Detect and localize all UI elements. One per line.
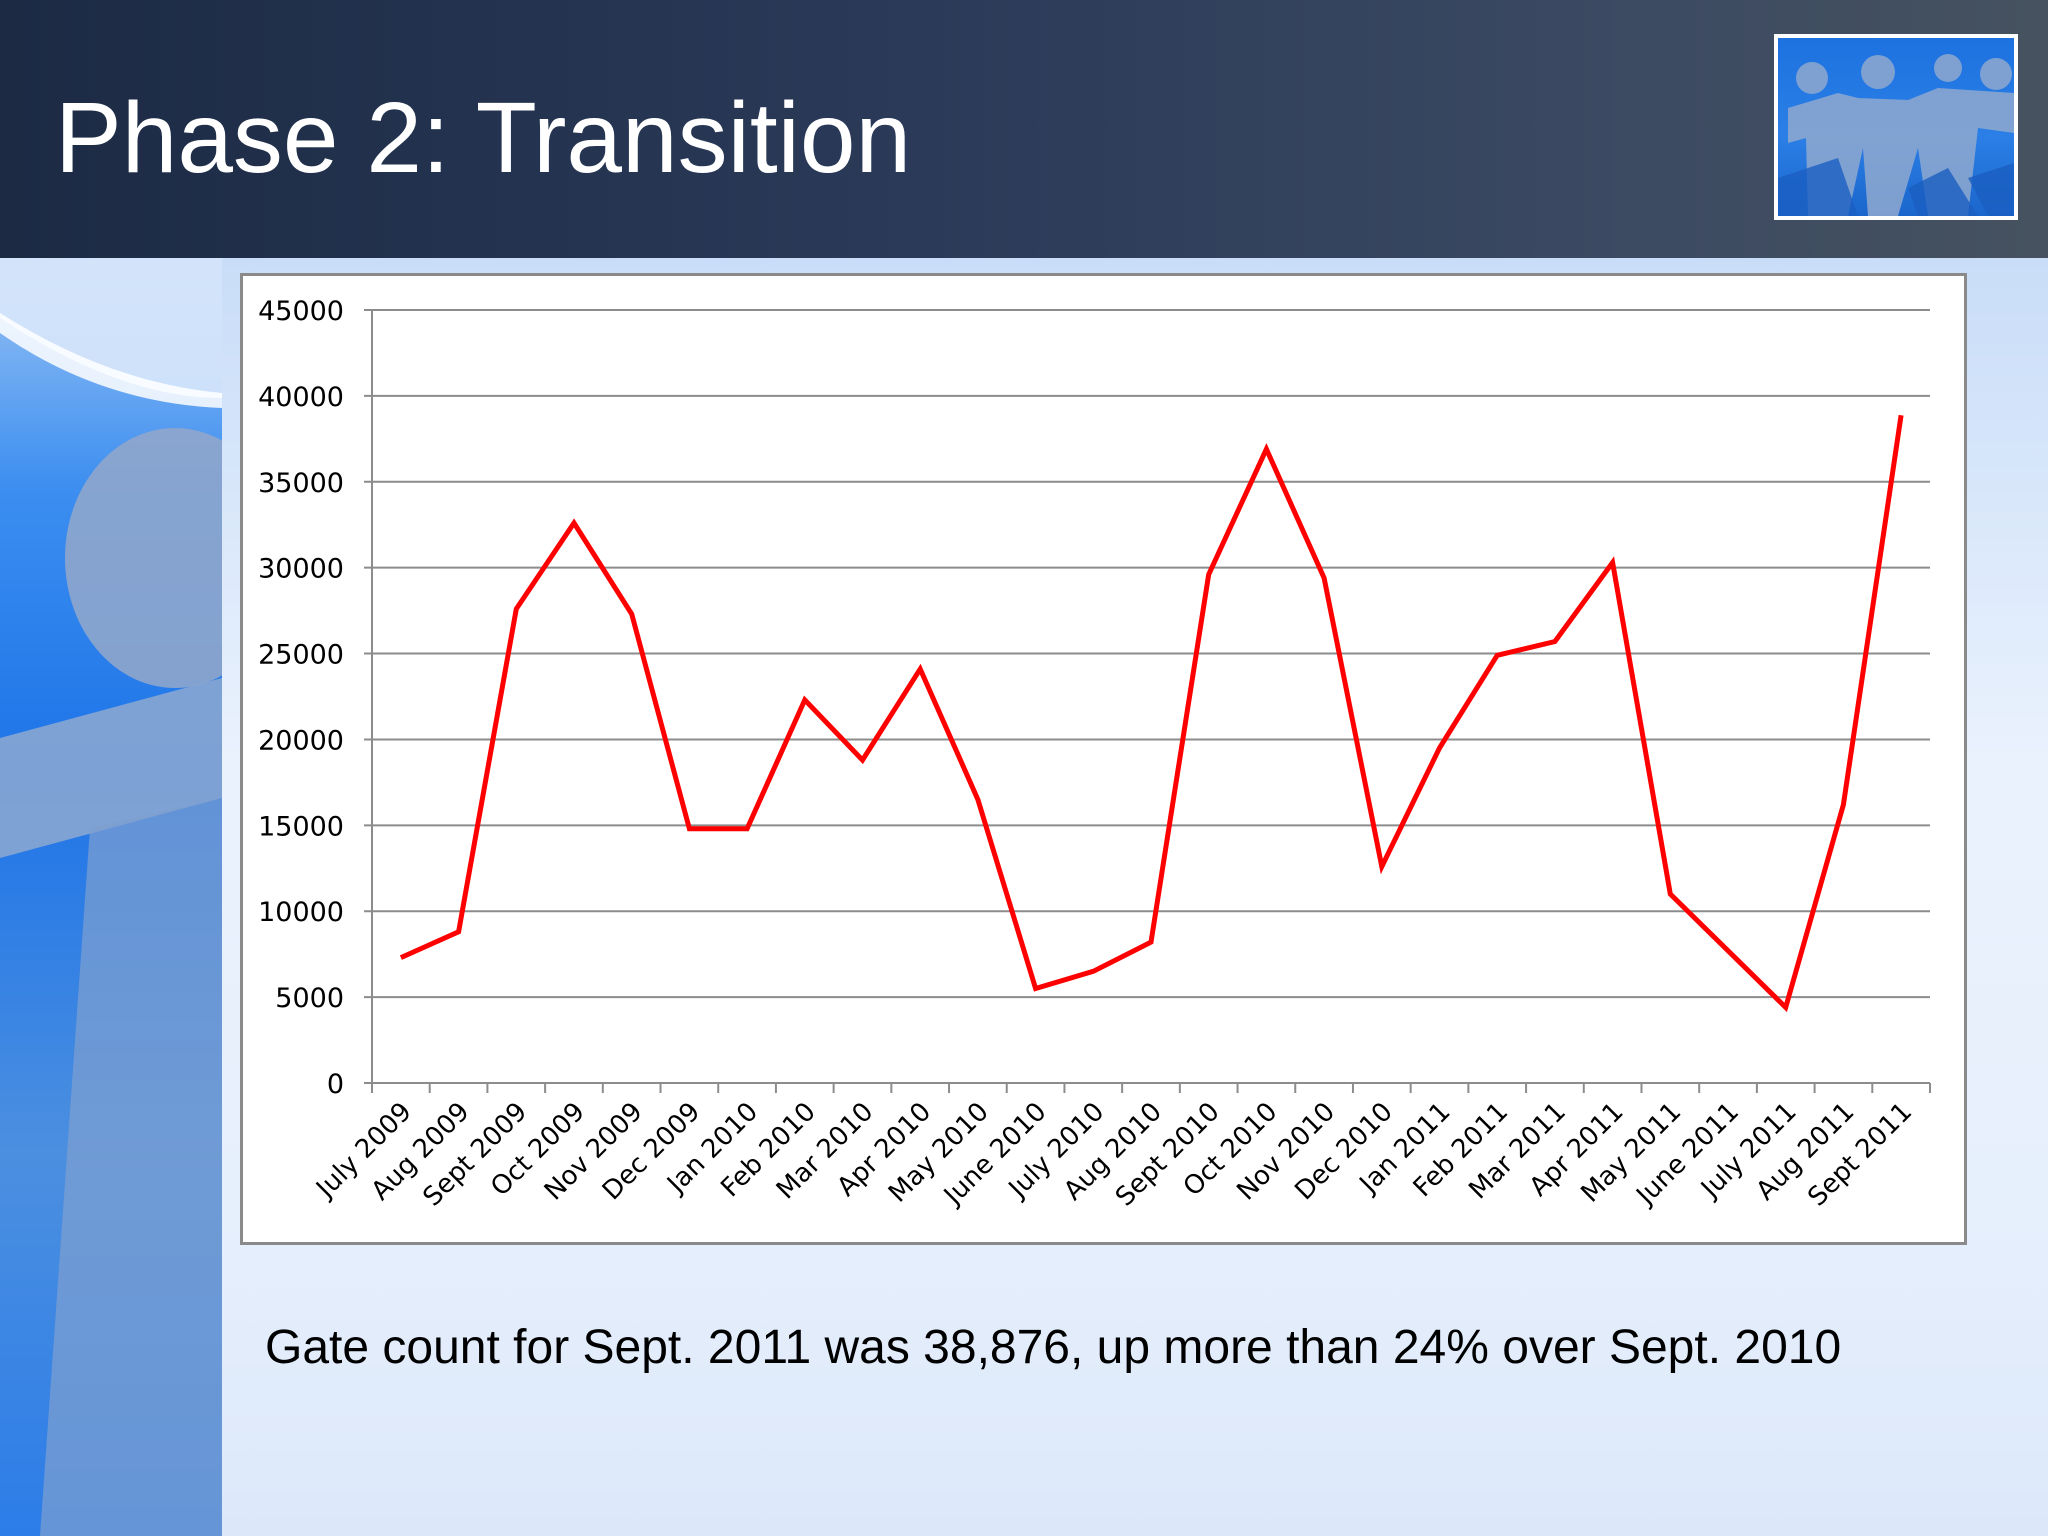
- slide-caption: Gate count for Sept. 2011 was 38,876, up…: [265, 1321, 1842, 1374]
- slide-title: Phase 2: Transition: [55, 82, 912, 194]
- y-tick-label: 35000: [258, 468, 344, 499]
- data-series-line: [399, 414, 1904, 1013]
- y-tick-label: 40000: [258, 382, 344, 413]
- y-tick-label: 20000: [258, 725, 344, 756]
- y-tick-label: 45000: [258, 296, 344, 327]
- decorative-background-art: [0, 258, 222, 1536]
- paper-people-chain-icon: [1774, 34, 2018, 220]
- y-tick-label: 30000: [258, 554, 344, 585]
- y-tick-label: 25000: [258, 640, 344, 671]
- slide-header: Phase 2: Transition: [0, 0, 2048, 258]
- y-tick-label: 5000: [275, 983, 344, 1014]
- chart-panel: 0 5000 10000 15000 20000 25000 30000 35000 40000…: [240, 273, 1967, 1245]
- y-tick-label: 15000: [258, 811, 344, 842]
- gate-count-line-chart: 0 5000 10000 15000 20000 25000 30000 35000 40000…: [258, 296, 1931, 1212]
- y-tick-label: 10000: [258, 897, 344, 928]
- y-tick-label: 0: [327, 1069, 344, 1100]
